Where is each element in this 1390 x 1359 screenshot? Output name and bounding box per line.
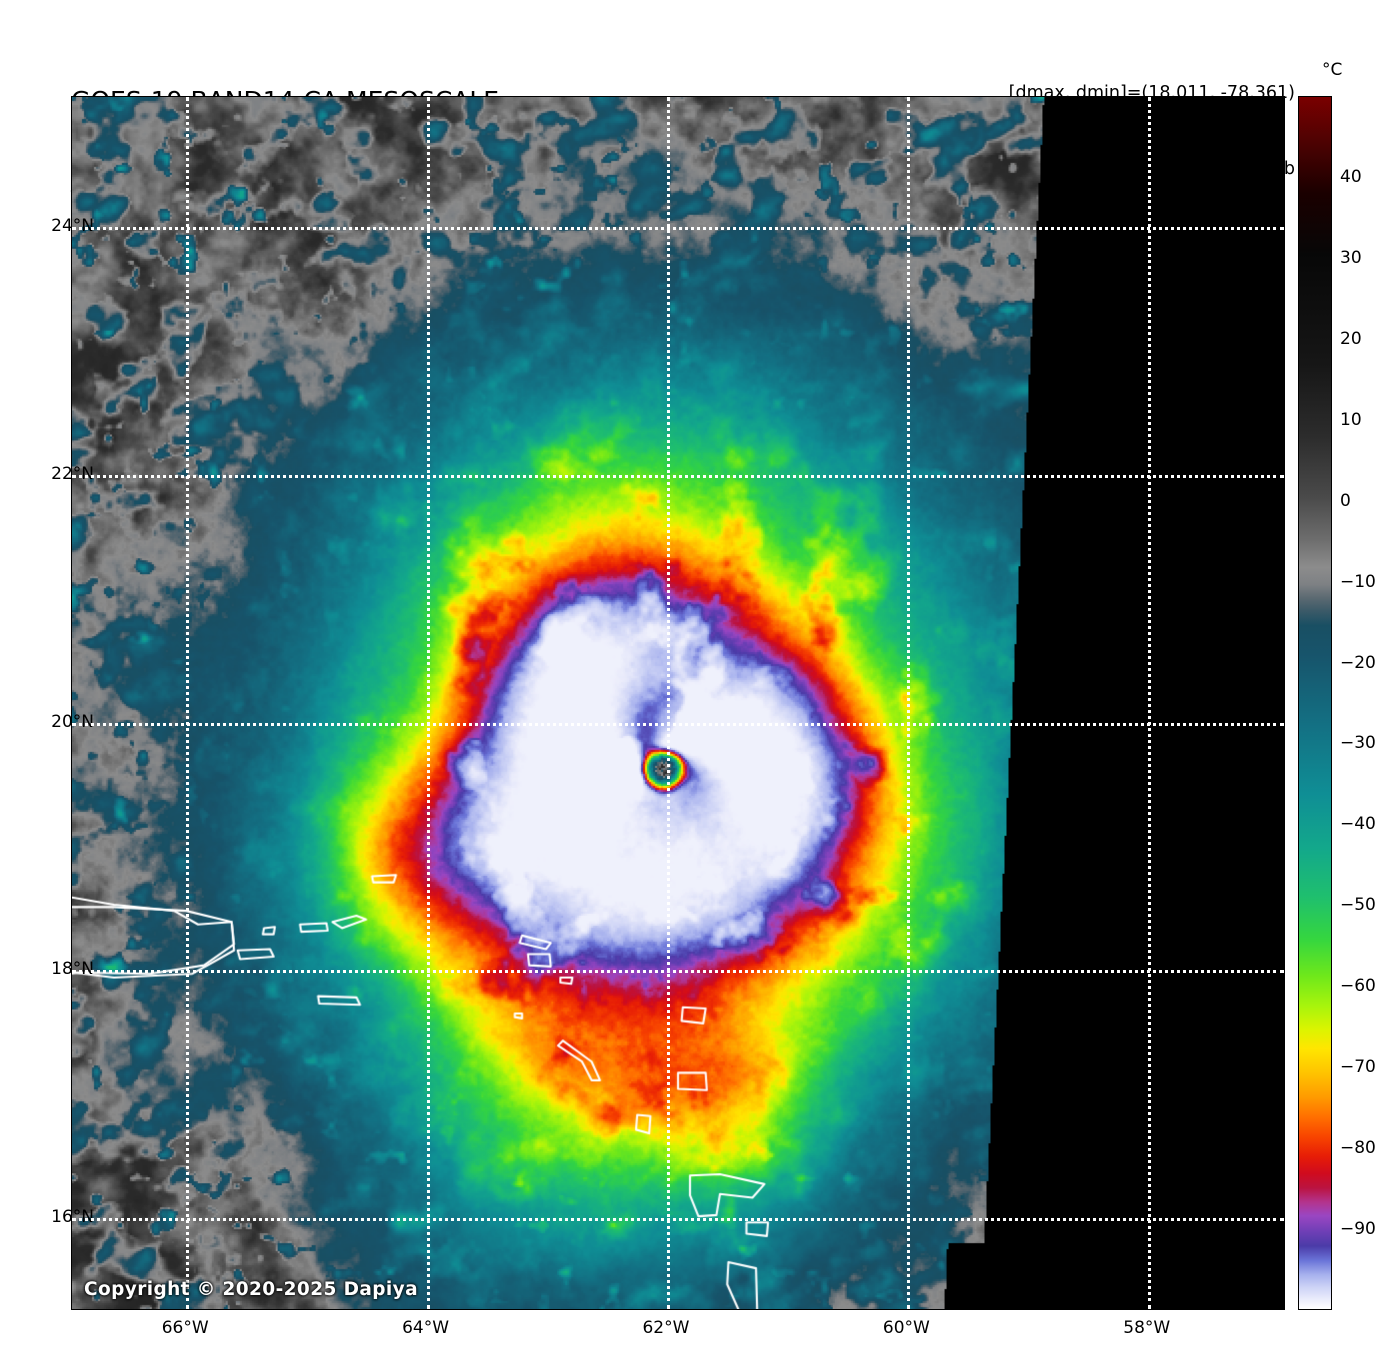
longitude-tick-label: 66°W [161, 1318, 209, 1338]
latitude-tick-label: 22°N [51, 463, 94, 484]
satellite-image-panel[interactable]: Copyright © 2020-2025 Dapiya [71, 96, 1285, 1310]
gridline-lon [186, 97, 190, 1309]
colorbar[interactable] [1298, 96, 1332, 1310]
gridline-lon [1147, 97, 1151, 1309]
colorbar-unit-label: °C [1322, 60, 1343, 80]
latitude-tick-label: 18°N [51, 959, 94, 980]
gridline-lat [72, 227, 1284, 231]
longitude-tick-label: 58°W [1123, 1318, 1171, 1338]
copyright-notice: Copyright © 2020-2025 Dapiya [84, 1279, 418, 1300]
colorbar-tick-label: −60 [1340, 976, 1376, 997]
gridline-lon [907, 97, 911, 1309]
gridline-lat [72, 970, 1284, 974]
colorbar-tick-label: −90 [1340, 1219, 1376, 1240]
gridline-lat [72, 1218, 1284, 1222]
colorbar-tick-label: −30 [1340, 733, 1376, 754]
gridline-lon [666, 97, 670, 1309]
latitude-tick-label: 16°N [51, 1207, 94, 1228]
longitude-tick-label: 64°W [402, 1318, 450, 1338]
gridline-lat [72, 722, 1284, 726]
colorbar-tick-label: 0 [1340, 490, 1351, 511]
latitude-tick-label: 20°N [51, 711, 94, 732]
colorbar-tick-label: 10 [1340, 409, 1362, 430]
longitude-tick-label: 62°W [642, 1318, 690, 1338]
colorbar-tick-label: 40 [1340, 166, 1362, 187]
gridline-lon [426, 97, 430, 1309]
colorbar-tick-label: −10 [1340, 571, 1376, 592]
colorbar-tick-label: −70 [1340, 1057, 1376, 1078]
colorbar-tick-label: −40 [1340, 814, 1376, 835]
colorbar-tick-label: −20 [1340, 652, 1376, 673]
colorbar-tick-label: 20 [1340, 328, 1362, 349]
latitude-tick-label: 24°N [51, 216, 94, 237]
satellite-ir-imagery [72, 97, 1284, 1309]
colorbar-gradient [1298, 96, 1332, 1310]
gridline-lat [72, 474, 1284, 478]
longitude-tick-label: 60°W [882, 1318, 930, 1338]
colorbar-tick-label: −50 [1340, 895, 1376, 916]
colorbar-tick-label: 30 [1340, 247, 1362, 268]
colorbar-tick-label: −80 [1340, 1138, 1376, 1159]
